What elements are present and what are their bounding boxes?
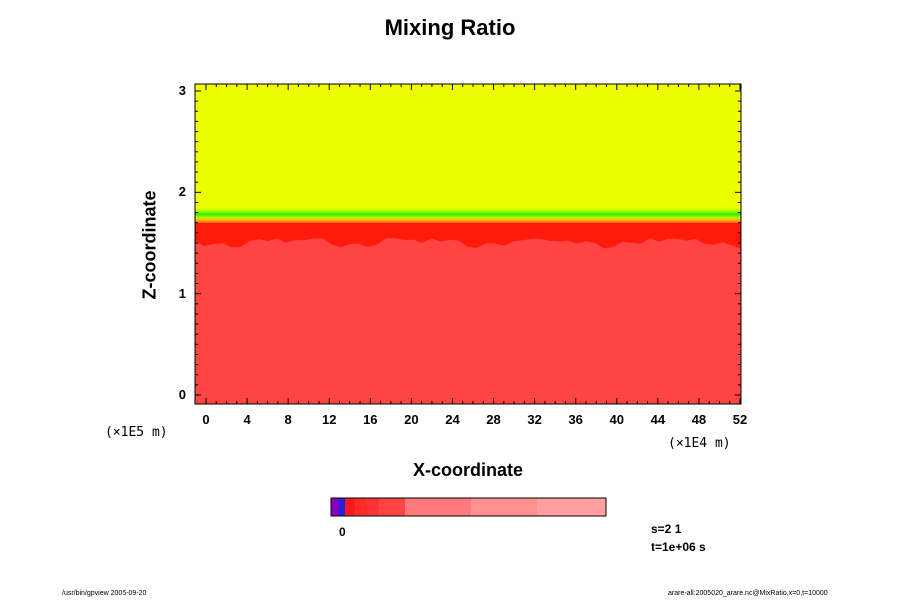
y-tick-label: 1 [178, 285, 186, 301]
x-tick-label: 36 [568, 412, 583, 427]
x-tick-label: 20 [404, 412, 419, 427]
y-tick-label: 2 [178, 184, 186, 200]
x-tick-label: 8 [284, 412, 292, 427]
x-tick-label: 16 [363, 412, 378, 427]
x-tick-label: 0 [202, 412, 210, 427]
region-upper-layer [195, 84, 741, 208]
chart-title: Mixing Ratio [384, 15, 516, 40]
region-transition-band [195, 207, 741, 223]
x-tick-label: 28 [486, 412, 501, 427]
mixing-front [195, 222, 741, 249]
footer-left: /usr/bin/gpview 2005-09-20 [62, 590, 147, 597]
x-tick-label: 24 [445, 412, 460, 427]
y-tick-label: 0 [178, 387, 186, 402]
y-tick-label: 3 [178, 83, 186, 98]
x-tick-label: 12 [321, 412, 337, 427]
y-axis-label: Z-coordinate [139, 190, 160, 300]
x-tick-label: 44 [650, 412, 666, 427]
x-tick-label: 48 [691, 412, 707, 427]
plot-frame [194, 83, 742, 405]
region-lower-layer [195, 232, 741, 404]
x-unit-label: (×1E4 m) [668, 436, 731, 451]
footer-right: arare-all:2005020_arare.nc@MixRatio,x=0,… [668, 590, 828, 597]
step-info: s=2 1 [651, 522, 682, 536]
x-axis-label: X-coordinate [412, 460, 523, 480]
x-tick-label: 32 [527, 412, 542, 427]
x-tick-label: 4 [243, 412, 251, 427]
time-info: t=1e+06 s [651, 540, 706, 554]
y-unit-label: (×1E5 m) [105, 425, 168, 440]
x-tick-label: 52 [732, 412, 748, 427]
colorbar-tick-label: 0 [339, 525, 346, 539]
x-tick-label: 40 [609, 412, 624, 427]
